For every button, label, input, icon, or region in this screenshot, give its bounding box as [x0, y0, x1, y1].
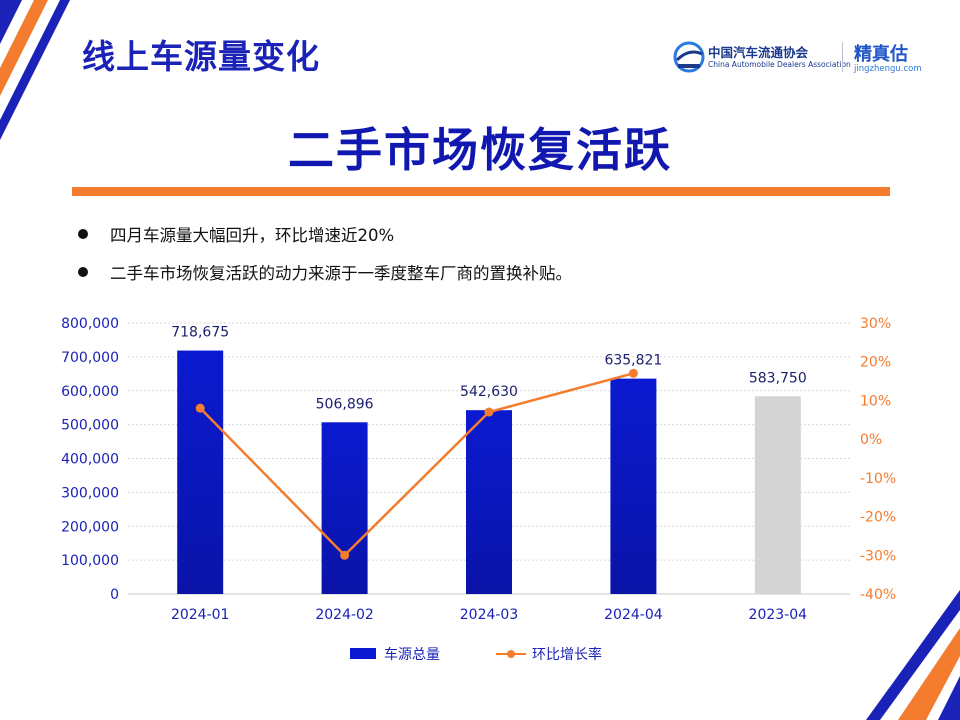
cada-name-en: China Automobile Dealers Association	[708, 60, 851, 69]
y-right-tick-label: 30%	[860, 316, 891, 332]
y-right-tick-label: -10%	[860, 471, 896, 487]
legend-label: 车源总量	[384, 647, 440, 663]
y-right-tick-label: 10%	[860, 393, 891, 409]
bullet-item: 四月车源量大幅回升，环比增速近20%	[78, 222, 572, 260]
bar-data-label: 506,896	[316, 396, 374, 412]
bullet-list: 四月车源量大幅回升，环比增速近20% 二手车市场恢复活跃的动力来源于一季度整车厂…	[78, 222, 572, 298]
y-left-tick-label: 400,000	[61, 452, 119, 468]
bar	[610, 378, 657, 594]
y-left-tick-label: 200,000	[61, 519, 119, 535]
x-tick-label: 2024-01	[171, 607, 230, 623]
bar	[321, 422, 368, 594]
bar-data-label: 583,750	[749, 370, 807, 386]
y-left-tick-label: 300,000	[61, 485, 119, 501]
y-right-tick-label: 20%	[860, 355, 891, 371]
legend-label: 环比增长率	[532, 647, 602, 663]
bullet-dot-icon	[78, 229, 88, 239]
x-tick-label: 2024-04	[604, 607, 663, 623]
bar-data-label: 718,675	[171, 325, 229, 341]
bullet-item: 二手车市场恢复活跃的动力来源于一季度整车厂商的置换补贴。	[78, 260, 572, 298]
y-left-tick-label: 0	[110, 587, 119, 603]
y-right-tick-label: 0%	[860, 432, 882, 448]
y-left-tick-label: 100,000	[61, 553, 119, 569]
growth-rate-line	[199, 372, 634, 558]
y-left-tick-label: 800,000	[61, 316, 119, 332]
volume-chart: 0 100,000 200,000 300,000 400,000 500,000 600,…	[61, 316, 896, 623]
bullet-text: 二手车市场恢复活跃的动力来源于一季度整车厂商的置换补贴。	[110, 264, 572, 283]
growth-rate-point	[340, 550, 350, 560]
y-left-tick-label: 600,000	[61, 384, 119, 400]
y-right-tick-label: -30%	[860, 548, 896, 564]
y-left-tick-label: 500,000	[61, 418, 119, 434]
growth-rate-point	[484, 407, 494, 417]
logo-divider	[842, 42, 843, 72]
bar-data-label: 542,630	[460, 384, 518, 400]
growth-rate-point	[195, 403, 205, 413]
bar	[466, 410, 512, 594]
x-tick-label: 2024-02	[315, 607, 374, 623]
y-right-tick-label: -40%	[860, 587, 896, 603]
bar-data-label: 635,821	[604, 353, 662, 369]
cada-logo-icon	[673, 41, 705, 73]
headline-underline	[72, 187, 890, 196]
bullet-dot-icon	[78, 267, 88, 277]
x-tick-label: 2023-04	[749, 607, 808, 623]
x-tick-label: 2024-03	[460, 607, 519, 623]
jzg-brand-en: jingzhengu.com	[854, 64, 922, 74]
legend-bar-swatch	[350, 648, 376, 659]
y-right-tick-label: -20%	[860, 510, 896, 526]
bar	[754, 396, 801, 594]
page-title: 线上车源量变化	[82, 37, 320, 76]
jzg-brand-cn: 精真估	[854, 44, 908, 65]
legend-dot-swatch	[507, 650, 515, 658]
bullet-text: 四月车源量大幅回升，环比增速近20%	[110, 226, 395, 245]
cada-name-cn: 中国汽车流通协会	[708, 45, 809, 60]
y-left-tick-label: 700,000	[61, 350, 119, 366]
bar	[177, 350, 224, 594]
slide-headline: 二手市场恢复活跃	[288, 123, 672, 177]
growth-rate-point	[628, 368, 638, 378]
